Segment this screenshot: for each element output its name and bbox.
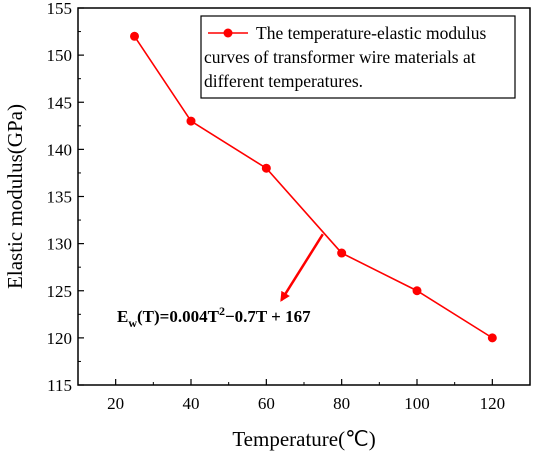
series-line <box>133 35 493 339</box>
legend-box <box>200 15 516 99</box>
legend-label: different temperatures. <box>204 71 363 91</box>
data-point <box>337 248 347 258</box>
y-tick-label: 130 <box>47 235 73 254</box>
legend-marker <box>223 28 233 38</box>
y-axis-title: Elastic modulus(GPa) <box>3 104 27 289</box>
annotation-arrow <box>280 233 324 302</box>
legend-label: curves of transformer wire materials at <box>204 47 476 67</box>
y-tick-label: 115 <box>47 376 72 395</box>
x-tick-label: 40 <box>183 394 200 413</box>
data-point <box>412 286 422 296</box>
series-layer <box>130 31 497 343</box>
data-point <box>130 31 139 41</box>
equation-label: Ew(T)=0.004T2−0.7T + 167 <box>117 304 311 330</box>
data-point <box>487 333 497 343</box>
x-tick-label: 20 <box>107 394 124 413</box>
y-tick-label: 125 <box>47 282 73 301</box>
y-tick-label: 135 <box>47 188 73 207</box>
x-tick-label: 100 <box>404 394 430 413</box>
x-tick-label: 60 <box>258 394 275 413</box>
legend-label: The temperature-elastic modulus <box>256 23 487 43</box>
y-tick-label: 155 <box>47 0 73 18</box>
legend: The temperature-elastic modulus curves of… <box>200 15 516 99</box>
data-point <box>186 116 196 126</box>
x-tick-label: 80 <box>333 394 350 413</box>
axes: 20 40 60 80 100 120 115 120 125 130 135 140 145 150 15… <box>3 0 531 451</box>
annotation: Ew(T)=0.004T2−0.7T + 167 <box>117 233 324 330</box>
y-tick-label: 150 <box>47 46 73 65</box>
x-axis-title: Temperature(℃) <box>232 427 375 451</box>
x-tick-label: 120 <box>480 394 506 413</box>
data-point <box>261 163 271 173</box>
y-tick-label: 145 <box>47 93 73 112</box>
y-tick-label: 140 <box>47 140 73 159</box>
y-tick-label: 120 <box>47 329 73 348</box>
